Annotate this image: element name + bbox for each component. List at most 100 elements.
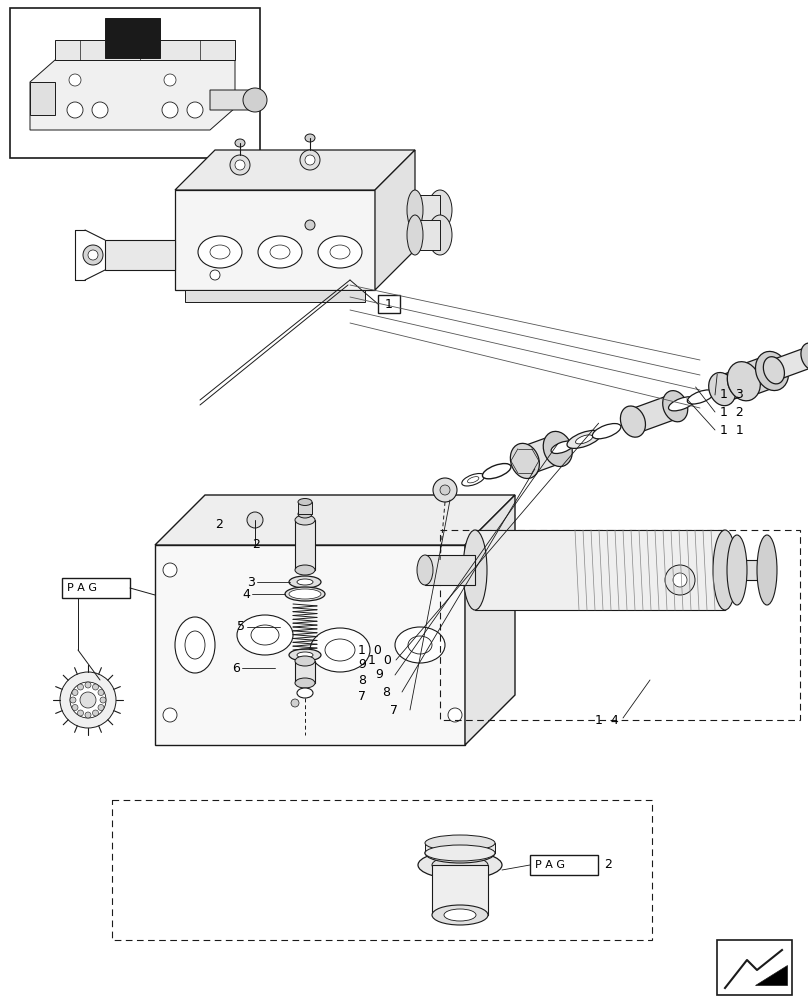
Circle shape [60,672,116,728]
Ellipse shape [425,835,495,851]
Polygon shape [475,530,725,610]
Ellipse shape [543,431,572,467]
Ellipse shape [325,639,355,661]
Ellipse shape [462,474,485,486]
Circle shape [665,565,695,595]
Ellipse shape [575,435,592,444]
Text: 1  4: 1 4 [595,714,619,726]
Ellipse shape [305,134,315,142]
Ellipse shape [757,535,777,605]
Circle shape [163,708,177,722]
Circle shape [305,220,315,230]
Bar [112,800,652,940]
Circle shape [162,102,178,118]
Ellipse shape [297,652,313,658]
Circle shape [98,704,104,710]
Text: 1: 1 [385,298,393,310]
Polygon shape [30,60,235,130]
Ellipse shape [755,351,789,391]
Circle shape [70,682,106,718]
Text: 8: 8 [382,686,390,698]
Polygon shape [155,495,515,545]
Ellipse shape [438,847,482,859]
Ellipse shape [285,587,325,601]
Polygon shape [737,356,779,396]
Polygon shape [155,545,465,745]
Circle shape [92,102,108,118]
Ellipse shape [444,909,476,921]
Bar [530,855,598,875]
Circle shape [85,682,91,688]
Ellipse shape [270,245,290,259]
Circle shape [88,250,98,260]
Ellipse shape [407,190,423,230]
Polygon shape [175,150,415,190]
Circle shape [187,102,203,118]
Ellipse shape [258,236,302,268]
Circle shape [210,270,220,280]
Ellipse shape [297,579,313,585]
Ellipse shape [727,362,760,401]
Ellipse shape [417,555,433,585]
Text: P A G: P A G [535,860,565,870]
Circle shape [78,684,83,690]
Circle shape [163,563,177,577]
Circle shape [440,485,450,495]
Ellipse shape [482,464,511,479]
Circle shape [433,478,457,502]
Circle shape [100,697,106,703]
Polygon shape [755,965,787,985]
Text: 1  0: 1 0 [368,654,392,666]
Ellipse shape [450,849,470,857]
Bar [440,530,800,720]
Ellipse shape [425,845,495,861]
Bar [378,295,400,313]
Text: 9: 9 [375,668,383,682]
Ellipse shape [621,406,646,437]
Ellipse shape [235,139,245,147]
Bar [10,8,260,158]
Ellipse shape [688,390,714,404]
Polygon shape [519,436,564,474]
Ellipse shape [668,397,695,411]
Ellipse shape [237,615,293,655]
Text: 2: 2 [215,518,223,532]
Text: 8: 8 [358,674,366,688]
Text: 1  0: 1 0 [358,644,382,656]
Polygon shape [465,495,515,745]
Text: 2: 2 [604,858,612,871]
Bar [432,865,488,915]
Bar [717,940,792,995]
Circle shape [85,712,91,718]
Ellipse shape [295,515,315,525]
Polygon shape [769,347,808,380]
Ellipse shape [428,190,452,230]
Text: 3: 3 [247,576,255,588]
Bar [415,195,440,225]
Ellipse shape [709,373,736,406]
Ellipse shape [428,215,452,255]
Ellipse shape [289,589,321,599]
Ellipse shape [310,628,370,672]
Ellipse shape [463,530,487,610]
Ellipse shape [418,851,502,879]
Bar [295,520,315,570]
Bar [425,555,475,585]
Ellipse shape [425,843,495,863]
Ellipse shape [551,441,574,453]
Text: P A G: P A G [67,583,97,593]
Circle shape [235,160,245,170]
Text: 1  3: 1 3 [720,388,743,401]
Polygon shape [105,240,175,270]
Ellipse shape [318,236,362,268]
Circle shape [92,710,99,716]
Ellipse shape [395,627,445,663]
Circle shape [69,74,81,86]
Circle shape [80,692,96,708]
Bar [298,502,312,514]
Circle shape [164,74,176,86]
Ellipse shape [407,215,423,255]
Text: 5: 5 [237,620,245,634]
Bar [295,661,315,683]
Ellipse shape [210,245,230,259]
